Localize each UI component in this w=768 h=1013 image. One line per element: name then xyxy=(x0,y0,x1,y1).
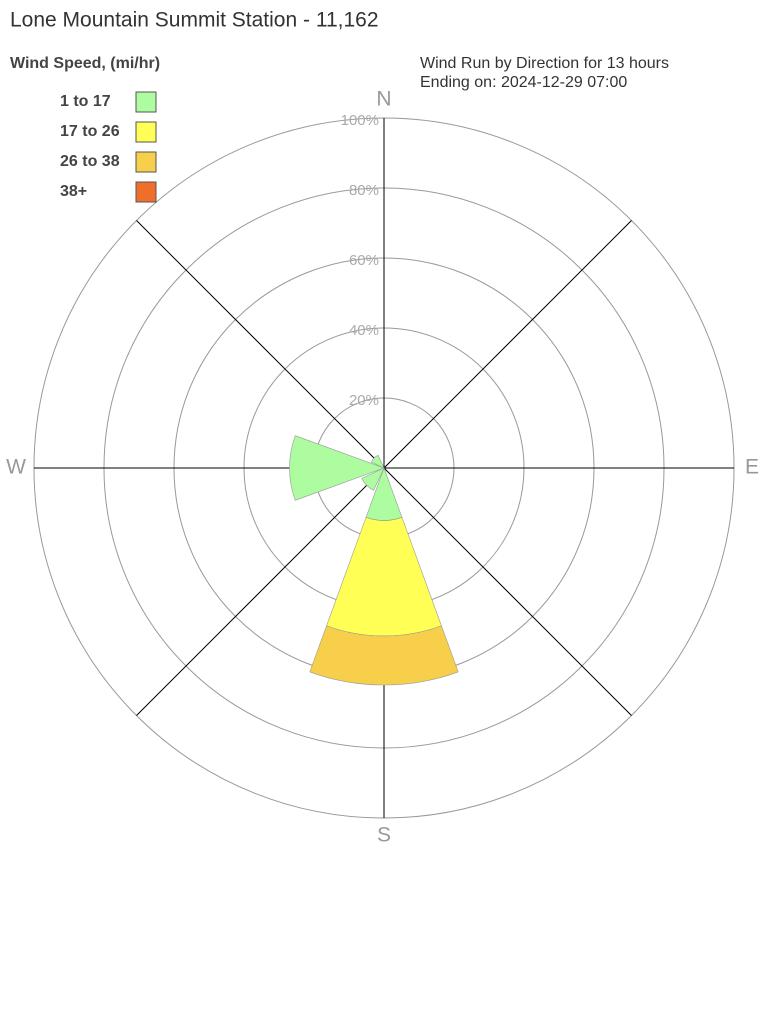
r-tick-label: 60% xyxy=(349,252,379,269)
legend-label: 1 to 17 xyxy=(60,93,111,110)
wedge xyxy=(361,467,385,491)
legend-title: Wind Speed, (mi/hr) xyxy=(10,55,160,72)
chart-title: Lone Mountain Summit Station - 11,162 xyxy=(10,9,379,32)
legend-label: 38+ xyxy=(60,183,87,200)
wedges xyxy=(289,435,459,686)
r-tick-label: 80% xyxy=(349,182,379,199)
direction-label: S xyxy=(377,824,391,847)
r-tick-label: 20% xyxy=(349,392,379,409)
direction-label: W xyxy=(6,456,26,479)
wedge xyxy=(309,625,459,686)
legend-label: 17 to 26 xyxy=(60,123,120,140)
direction-label: E xyxy=(745,456,759,479)
legend-swatch xyxy=(135,181,157,203)
subtitle: Wind Run by Direction for 13 hours xyxy=(420,55,669,72)
legend-swatch xyxy=(135,91,157,113)
legend-swatch xyxy=(135,151,157,173)
labels: N E S W 20% 40% 60% 80% 100% 1 to 17 17 to 26 26 to… xyxy=(6,88,759,847)
direction-label: N xyxy=(376,88,391,111)
wedge xyxy=(370,454,385,469)
wedge xyxy=(289,435,385,501)
r-tick-label: 100% xyxy=(341,112,379,129)
r-tick-label: 40% xyxy=(349,322,379,339)
legend-label: 26 to 38 xyxy=(60,153,120,170)
legend-swatch xyxy=(135,121,157,143)
wedge xyxy=(326,516,442,637)
subtitle: Ending on: 2024-12-29 07:00 xyxy=(420,74,627,91)
